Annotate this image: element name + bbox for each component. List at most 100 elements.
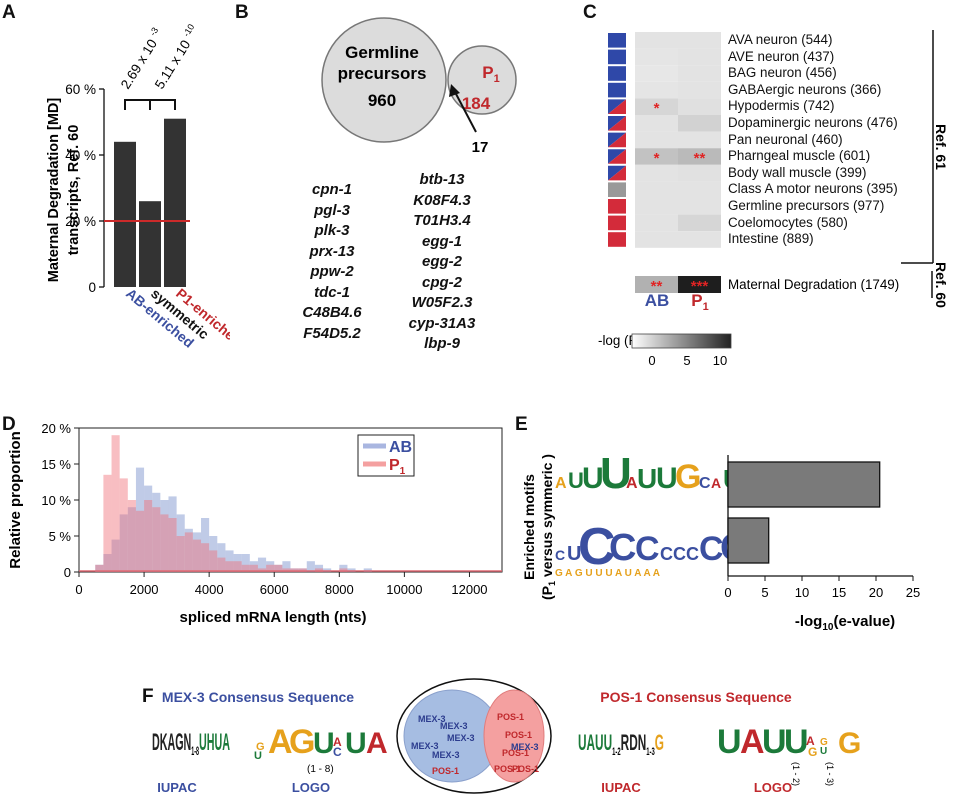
ref61-label: Ref. 61 bbox=[933, 124, 949, 170]
panel-d: D Relative proportion spliced mRNA lengt… bbox=[0, 400, 510, 650]
svg-text:U: U bbox=[313, 727, 335, 760]
md-cell-ab bbox=[635, 276, 678, 293]
p1-bar bbox=[257, 568, 267, 572]
mex3-iupac-label: IUPAC bbox=[157, 780, 197, 795]
md-bar-chart: Maternal Degradation [MD] transcripts, R… bbox=[46, 22, 230, 351]
mex3-word: MEX-3 bbox=[440, 721, 468, 731]
x-tick-label: 8000 bbox=[325, 582, 354, 597]
indicator-p1 bbox=[608, 99, 626, 114]
x-tick-label: 10000 bbox=[386, 582, 422, 597]
col-label-ab: AB bbox=[645, 291, 670, 310]
x-tick-label: 0 bbox=[724, 585, 731, 600]
y-tick-label: 0 bbox=[88, 280, 96, 295]
ab-bar bbox=[111, 539, 120, 572]
svg-text:A: A bbox=[366, 727, 388, 760]
significance-bracket bbox=[124, 99, 151, 110]
panel-f: F MEX-3 Consensus Sequence POS-1 Consens… bbox=[0, 650, 957, 800]
x-axis-label: -log10(e-value) bbox=[795, 613, 895, 633]
indicator-ab bbox=[608, 165, 626, 181]
p1-bar bbox=[168, 518, 177, 572]
svg-text:C: C bbox=[673, 544, 686, 564]
pos1-word: POS-1 bbox=[505, 730, 532, 740]
gene-name: lbp-9 bbox=[424, 335, 460, 352]
mex3-word: MEX-3 bbox=[447, 733, 475, 743]
ab-bar bbox=[314, 564, 324, 572]
indicator-cell bbox=[608, 215, 626, 231]
cell-type-label: Hypodermis (742) bbox=[728, 98, 835, 114]
x-tick-label: 5 bbox=[761, 585, 768, 600]
bar bbox=[164, 118, 186, 287]
svg-text:A: A bbox=[711, 475, 721, 491]
ab-bar bbox=[233, 554, 242, 572]
motif-enrichment-chart: Enriched motifs (P1 versus symmeric ) A … bbox=[521, 449, 920, 633]
gene-name: cpg-2 bbox=[421, 273, 462, 291]
p1-circle bbox=[447, 45, 517, 115]
svg-text:C: C bbox=[635, 530, 660, 568]
heat-cell-p1 bbox=[678, 231, 721, 248]
svg-text:G: G bbox=[838, 727, 861, 760]
indicator-cell bbox=[608, 33, 626, 48]
bar bbox=[139, 201, 161, 287]
p1-bar bbox=[127, 500, 136, 572]
svg-text:G: G bbox=[289, 723, 315, 761]
enrichment-bar bbox=[727, 461, 881, 508]
svg-text:U: U bbox=[568, 468, 584, 493]
heat-cell-p1 bbox=[678, 198, 721, 215]
p1-bar bbox=[111, 435, 120, 572]
venn-diagram: Germline precursors 960 P1 184 17 bbox=[321, 17, 517, 156]
ab-bar bbox=[144, 485, 153, 572]
p1-bar bbox=[209, 550, 218, 572]
y-axis-label: Relative proportion bbox=[7, 431, 24, 569]
x-tick-label: 10 bbox=[795, 585, 809, 600]
p1-bar bbox=[249, 564, 258, 572]
x-tick-label: 20 bbox=[869, 585, 883, 600]
ab-bar bbox=[290, 568, 299, 572]
svg-text:A: A bbox=[626, 475, 638, 492]
y-tick-label: 15 % bbox=[41, 457, 71, 472]
ab-bar bbox=[209, 536, 218, 572]
y-tick-label: 10 % bbox=[41, 493, 71, 508]
indicator-cell bbox=[608, 82, 626, 98]
mex3-title: MEX-3 Consensus Sequence bbox=[162, 689, 354, 705]
indicator-cell bbox=[608, 66, 626, 81]
ab-bar bbox=[176, 514, 185, 572]
ab-bar bbox=[184, 528, 193, 572]
ab-label: AB bbox=[436, 797, 461, 800]
pos1-iupac-label: IUPAC bbox=[601, 780, 641, 795]
cell-type-label: BAG neuron (456) bbox=[728, 65, 837, 81]
legend-tick-10: 10 bbox=[713, 353, 727, 368]
cell-type-label: AVE neuron (437) bbox=[728, 48, 835, 64]
ab-bar bbox=[323, 568, 332, 572]
p1-bar bbox=[233, 561, 242, 572]
legend-tick-5: 5 bbox=[683, 353, 690, 368]
ab-bar bbox=[241, 554, 250, 572]
p1-bar bbox=[144, 500, 153, 572]
ab-bar bbox=[119, 514, 128, 572]
heat-cell-p1 bbox=[678, 98, 721, 115]
gene-name: cyp-31A3 bbox=[408, 314, 476, 332]
md-cell-p1 bbox=[678, 276, 721, 293]
svg-text:U: U bbox=[820, 746, 827, 757]
y-tick-label: 20 % bbox=[65, 214, 96, 229]
heat-cell-p1 bbox=[678, 48, 721, 66]
svg-text:C: C bbox=[333, 745, 342, 759]
indicator-p1 bbox=[608, 116, 626, 131]
indicator-cell bbox=[608, 182, 626, 197]
cell-type-label: Germline precursors (977) bbox=[728, 198, 885, 213]
p1-bar bbox=[103, 474, 112, 572]
gene-name: ppw-2 bbox=[310, 263, 354, 280]
bar bbox=[114, 141, 136, 287]
pos1-word: POS-1 bbox=[512, 764, 539, 774]
pos1-iupac: UAUU1-2RDN1-3G bbox=[578, 730, 664, 758]
genes-right-list: btb-13 K08F4.3 T01H3.4 egg-1 egg-2 cpg-2 W05F2… bbox=[387, 170, 497, 355]
gene-name: K08F4.3 bbox=[413, 191, 471, 209]
mex3-word: MEX-3 bbox=[411, 741, 439, 751]
x-tick-label: 25 bbox=[906, 585, 920, 600]
panel-label: A bbox=[2, 2, 16, 23]
heat-cell-ab bbox=[635, 98, 678, 115]
consensus-sequences: MEX-3 Consensus Sequence POS-1 Consensus… bbox=[152, 678, 861, 800]
gene-name: W05F2.3 bbox=[411, 294, 473, 311]
mex3-iupac: DKAGN1-8UHUA bbox=[152, 729, 230, 758]
ab-bar bbox=[160, 500, 169, 572]
mex3-logo: G U A G U A C U A bbox=[254, 723, 388, 762]
